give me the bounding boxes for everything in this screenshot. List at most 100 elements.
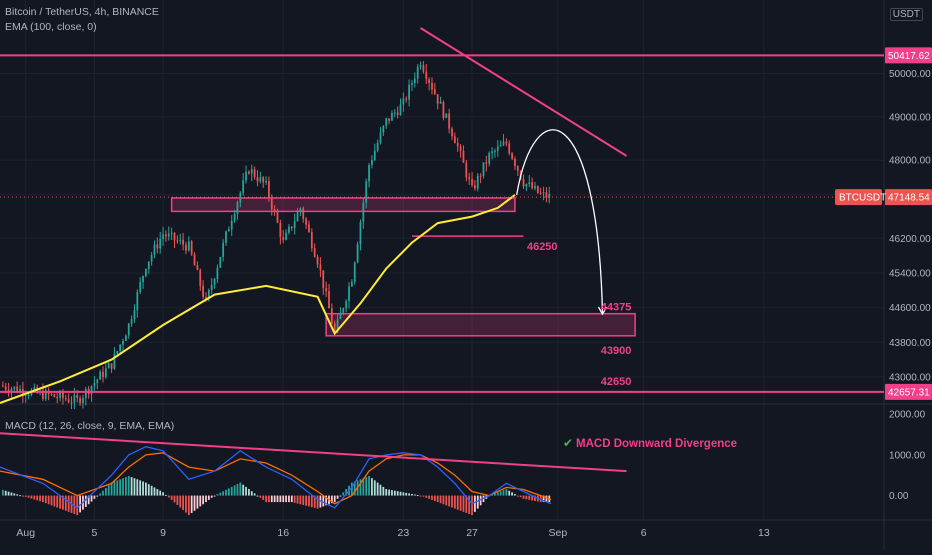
macd-histogram-bar <box>276 495 279 503</box>
candle-body <box>124 335 127 342</box>
candle-body <box>102 371 104 378</box>
candle-body <box>245 171 247 181</box>
macd-histogram-bar <box>379 484 382 496</box>
price-tick-label: 44600.00 <box>889 303 931 314</box>
price-tick-label: 43800.00 <box>889 338 931 349</box>
time-tick-label: Aug <box>16 527 35 539</box>
candle-body <box>319 264 322 271</box>
macd-histogram-bar <box>456 495 459 510</box>
currency-button[interactable]: USDT <box>889 8 923 21</box>
candle-body <box>459 146 462 151</box>
candle-body <box>176 240 179 242</box>
candle-body <box>411 83 413 85</box>
candle-body <box>90 386 93 395</box>
macd-histogram-bar <box>545 495 548 503</box>
macd-histogram-bar <box>79 495 81 513</box>
candle-body <box>310 232 313 249</box>
candle-body <box>373 150 376 161</box>
macd-histogram-bar <box>270 495 273 503</box>
candle-body <box>67 399 70 403</box>
candle-body <box>82 397 84 404</box>
candle-body <box>350 281 353 287</box>
macd-histogram-bar <box>133 478 136 496</box>
symbol-badge-label: BTCUSDT <box>839 193 886 204</box>
projection-arrow-head <box>597 306 608 316</box>
macd-histogram-bar <box>411 493 413 496</box>
candle-body <box>499 145 502 147</box>
candle-body <box>516 166 519 171</box>
candle-body <box>133 310 136 320</box>
candle-body <box>508 143 511 154</box>
macd-histogram-bar <box>288 495 290 503</box>
macd-histogram-bar <box>47 495 50 505</box>
candle-body <box>242 180 245 193</box>
macd-histogram-bar <box>494 493 496 496</box>
projection-arrow <box>516 129 604 315</box>
candle-body <box>548 193 551 198</box>
candle-body <box>456 143 459 147</box>
candle-body <box>233 213 236 221</box>
macd-histogram-bar <box>230 486 233 496</box>
macd-histogram-bar <box>373 480 376 496</box>
candle-body <box>170 232 173 234</box>
zone-box <box>325 312 636 337</box>
macd-histogram-bar <box>528 495 531 500</box>
macd-histogram-bar <box>185 495 187 513</box>
candle-body <box>365 181 368 203</box>
macd-tick-label: 0.00 <box>889 491 909 502</box>
candle-body <box>382 125 385 133</box>
candle-body <box>308 224 310 233</box>
ema-legend[interactable]: EMA (100, close, 0) <box>5 21 97 33</box>
candle-body <box>371 160 373 165</box>
macd-histogram-bar <box>453 495 456 509</box>
candle-body <box>44 390 47 400</box>
macd-histogram-bar <box>233 485 236 496</box>
candle-body <box>439 101 442 104</box>
candle-body <box>16 386 19 393</box>
macd-histogram-bar <box>519 495 522 498</box>
candle-body <box>153 244 156 255</box>
macd-histogram-bar <box>222 491 225 496</box>
candle-body <box>288 226 290 233</box>
candle-body <box>4 386 7 390</box>
candle-body <box>413 78 416 84</box>
macd-histogram-bar <box>50 495 53 506</box>
candle-body <box>213 279 216 285</box>
signal-line <box>0 452 552 505</box>
macd-tick-label: 1000.00 <box>889 450 926 461</box>
macd-histogram-bar <box>525 495 528 500</box>
macd-tick-label: 2000.00 <box>889 410 926 421</box>
candle-body <box>24 395 27 397</box>
macd-histogram-bar <box>531 495 534 501</box>
macd-histogram-bar <box>491 494 493 496</box>
candle-body <box>96 379 99 383</box>
macd-histogram-bar <box>350 482 353 496</box>
macd-histogram-bar <box>539 495 542 503</box>
macd-histogram-bar <box>368 476 370 496</box>
macd-histogram-bar <box>39 495 41 502</box>
macd-histogram-bar <box>259 495 262 498</box>
macd-histogram-bar <box>110 482 113 496</box>
candle-body <box>42 390 44 400</box>
macd-histogram-bar <box>190 495 193 513</box>
macd-histogram-bar <box>279 495 282 503</box>
candle-body <box>522 179 525 187</box>
candle-body <box>253 169 256 178</box>
macd-histogram-bar <box>282 495 285 503</box>
candle-body <box>248 171 250 174</box>
candle-body <box>476 175 479 189</box>
macd-legend[interactable]: MACD (12, 26, close, 9, EMA, EMA) <box>5 420 175 432</box>
time-tick-label: Sep <box>549 527 568 539</box>
candle-body <box>187 241 190 251</box>
macd-histogram-bar <box>182 495 184 511</box>
candle-body <box>465 162 468 178</box>
symbol-legend[interactable]: Bitcoin / TetherUS, 4h, BINANCE <box>5 6 159 18</box>
candle-body <box>270 197 273 210</box>
macd-histogram-bar <box>268 495 270 503</box>
price-tick-label: 50000.00 <box>889 69 931 80</box>
candle-body <box>348 286 350 302</box>
